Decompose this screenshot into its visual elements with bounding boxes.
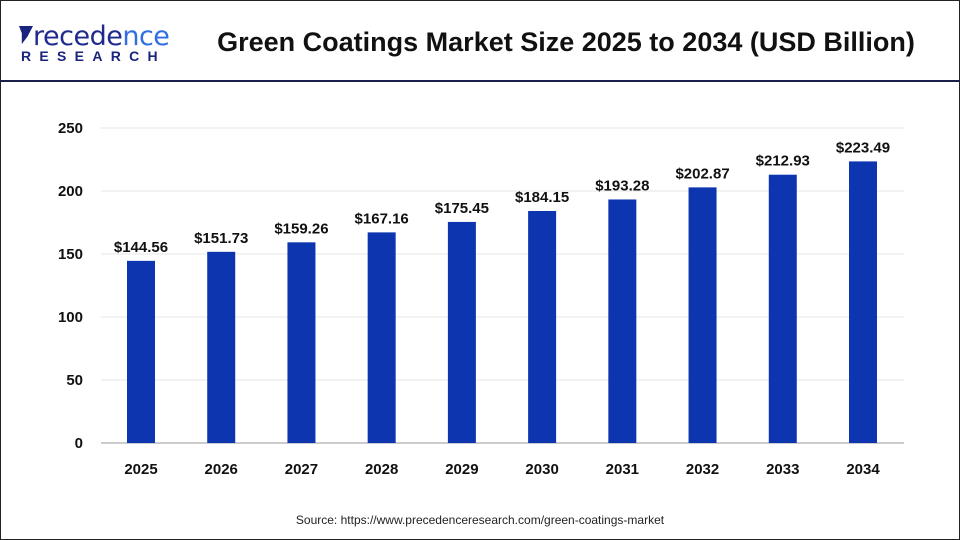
data-label: $167.16 (355, 210, 409, 227)
x-tick-label: 2034 (846, 461, 880, 478)
data-label: $202.87 (675, 165, 729, 182)
x-tick-label: 2030 (525, 461, 558, 478)
data-label: $212.93 (756, 153, 810, 170)
bar-2032 (688, 187, 717, 443)
x-tick-label: 2033 (766, 461, 799, 478)
bar-2029 (447, 221, 476, 443)
y-tick-label: 50 (66, 372, 83, 389)
source-note: Source: https://www.precedenceresearch.c… (295, 513, 665, 527)
bar-2026 (207, 251, 236, 443)
data-label: $144.56 (114, 239, 168, 256)
chart-title: Green Coatings Market Size 2025 to 2034 … (217, 27, 915, 57)
x-tick-label: 2032 (686, 461, 719, 478)
header-divider (1, 80, 959, 82)
bar-chart: 0 50 100 150 200 250 $144.56 2025 $151.73 2026 $15… (58, 120, 904, 478)
bar-2034 (849, 161, 877, 444)
precedence-research-logo: recedence RESEARCH (19, 21, 170, 64)
data-label: $223.49 (836, 139, 890, 156)
data-label: $193.28 (595, 177, 649, 194)
bar-2033 (768, 174, 797, 444)
x-tick-label: 2026 (205, 461, 238, 478)
x-tick-label: 2031 (606, 461, 639, 478)
x-tick-label: 2028 (365, 461, 398, 478)
bar-2031 (608, 199, 637, 443)
data-label: $159.26 (274, 220, 328, 237)
x-tick-label: 2029 (445, 461, 478, 478)
x-tick-label: 2025 (124, 461, 157, 478)
data-label: $184.15 (515, 189, 569, 206)
bar-2028 (367, 232, 396, 443)
bar-2027 (287, 242, 316, 443)
data-label: $175.45 (435, 200, 489, 217)
y-tick-label: 200 (58, 183, 83, 200)
bar-2025 (127, 260, 155, 443)
y-tick-label: 0 (75, 435, 83, 452)
y-tick-label: 250 (58, 120, 83, 137)
y-tick-label: 100 (58, 309, 83, 326)
y-tick-label: 150 (58, 246, 83, 263)
bar-2030 (528, 210, 557, 443)
x-tick-label: 2027 (285, 461, 318, 478)
data-label: $151.73 (194, 230, 248, 247)
